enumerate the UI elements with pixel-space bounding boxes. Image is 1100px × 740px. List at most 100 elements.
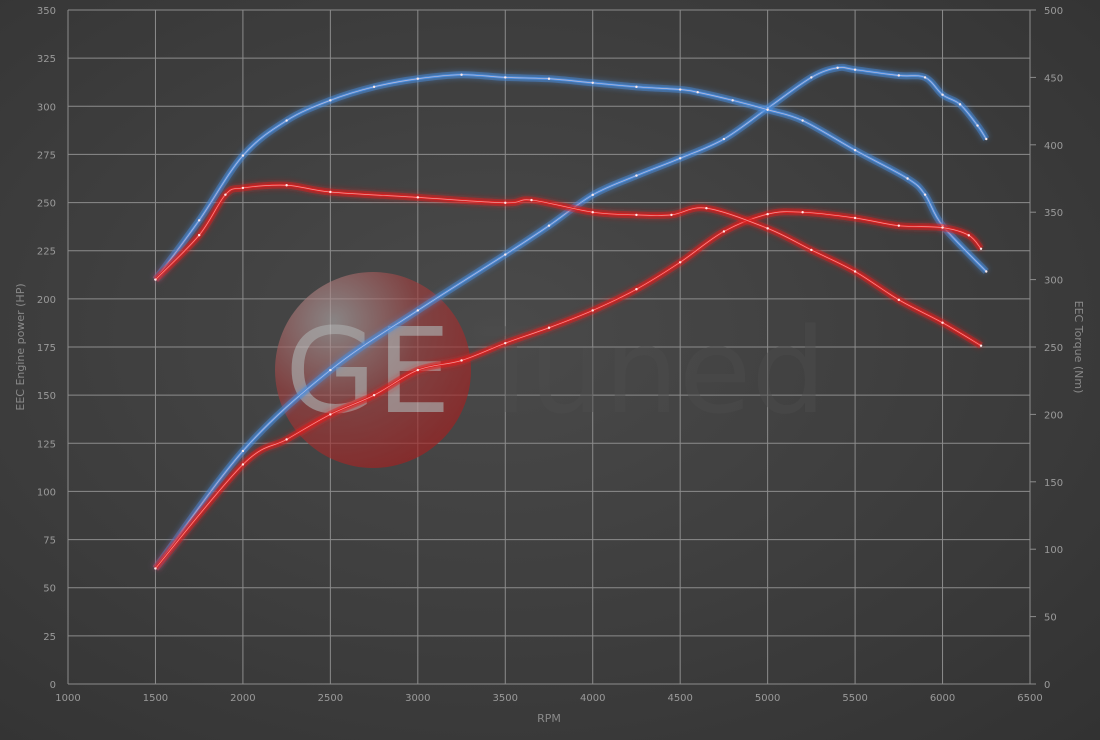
data-point xyxy=(460,73,463,76)
x-tick-label: 5000 xyxy=(755,693,780,704)
y-tick-label: 250 xyxy=(37,199,56,210)
x-tick-label: 2500 xyxy=(318,693,343,704)
data-point xyxy=(372,85,376,89)
y-tick-label: 225 xyxy=(37,247,56,258)
y2-tick-label: 100 xyxy=(1044,545,1063,556)
data-point xyxy=(766,227,769,230)
grid xyxy=(67,9,1031,685)
data-point xyxy=(154,567,157,570)
data-point xyxy=(766,212,769,216)
data-point xyxy=(329,413,332,416)
data-point xyxy=(591,193,594,197)
series-red-torque xyxy=(152,181,983,349)
data-point xyxy=(941,93,944,96)
data-point xyxy=(197,219,201,222)
data-point xyxy=(224,193,227,196)
data-point xyxy=(979,247,983,250)
data-point xyxy=(985,270,988,273)
data-point xyxy=(530,198,533,202)
data-point xyxy=(460,359,463,362)
x-axis-label: RPM xyxy=(537,712,561,725)
y-tick-label: 150 xyxy=(37,391,56,402)
data-point xyxy=(547,224,551,227)
y2-tick-label: 250 xyxy=(1044,343,1063,354)
data-point xyxy=(678,88,682,91)
data-point xyxy=(731,99,734,102)
y-tick-label: 75 xyxy=(43,536,56,547)
data-point xyxy=(241,154,245,157)
data-point xyxy=(941,226,944,229)
data-point xyxy=(504,201,507,204)
y2-tick-label: 0 xyxy=(1044,680,1050,691)
data-point xyxy=(504,76,507,79)
data-point xyxy=(801,211,804,214)
y2-tick-label: 50 xyxy=(1044,613,1057,624)
data-point xyxy=(678,261,682,264)
data-point xyxy=(329,368,332,372)
x-tick-label: 3500 xyxy=(493,693,518,704)
data-point xyxy=(722,137,726,141)
data-point xyxy=(372,393,376,397)
data-point xyxy=(635,288,638,291)
svg-text:Tuned: Tuned xyxy=(474,302,826,440)
data-point xyxy=(154,278,157,281)
data-point xyxy=(810,248,813,252)
data-point xyxy=(853,216,857,220)
data-point xyxy=(285,438,288,441)
data-point xyxy=(976,124,979,127)
y-tick-label: 300 xyxy=(37,102,56,113)
data-point xyxy=(285,184,288,187)
y-tick-label: 125 xyxy=(37,439,56,450)
data-point xyxy=(635,213,638,217)
series-blue-power xyxy=(152,63,990,571)
data-point xyxy=(591,81,594,84)
x-tick-label: 6500 xyxy=(1017,693,1042,704)
x-tick-label: 1000 xyxy=(55,693,80,704)
data-point xyxy=(696,91,699,94)
data-point xyxy=(241,449,245,453)
data-point xyxy=(705,206,708,210)
x-tick-label: 6000 xyxy=(930,693,955,704)
data-point xyxy=(241,186,245,190)
data-point xyxy=(979,344,983,347)
data-point xyxy=(504,253,507,256)
data-point xyxy=(416,77,420,80)
data-point xyxy=(416,309,420,312)
y2-tick-label: 300 xyxy=(1044,276,1063,287)
data-point xyxy=(836,66,839,69)
data-point xyxy=(923,76,927,79)
y-tick-label: 325 xyxy=(37,54,56,65)
data-point xyxy=(329,190,332,194)
series-red-power xyxy=(152,208,984,571)
data-point xyxy=(853,68,857,71)
data-point xyxy=(810,76,813,79)
y-tick-label: 175 xyxy=(37,343,56,354)
y-tick-label: 100 xyxy=(37,487,56,498)
data-point xyxy=(897,298,901,302)
data-point xyxy=(591,309,594,312)
data-point xyxy=(678,157,682,160)
y-tick-label: 50 xyxy=(43,584,56,595)
data-point xyxy=(329,99,332,102)
y2-tick-label: 400 xyxy=(1044,141,1063,152)
data-point xyxy=(547,326,551,329)
data-point xyxy=(897,74,901,77)
data-point xyxy=(241,463,245,466)
data-point xyxy=(722,230,726,233)
series-highlight xyxy=(155,211,982,569)
y2-tick-label: 350 xyxy=(1044,208,1063,219)
data-point xyxy=(985,137,988,141)
y-tick-label: 200 xyxy=(37,295,56,306)
y-tick-label: 0 xyxy=(50,680,56,691)
x-tick-label: 5500 xyxy=(842,693,867,704)
y-axis-label: EEC Engine power (HP) xyxy=(14,283,27,410)
series-glow xyxy=(152,71,989,282)
series-highlight xyxy=(155,74,987,280)
data-point xyxy=(197,233,201,237)
y2-tick-label: 500 xyxy=(1044,6,1063,17)
data-point xyxy=(853,270,857,273)
y-tick-label: 25 xyxy=(43,632,56,643)
data-point xyxy=(967,234,970,237)
x-tick-label: 4000 xyxy=(580,693,605,704)
